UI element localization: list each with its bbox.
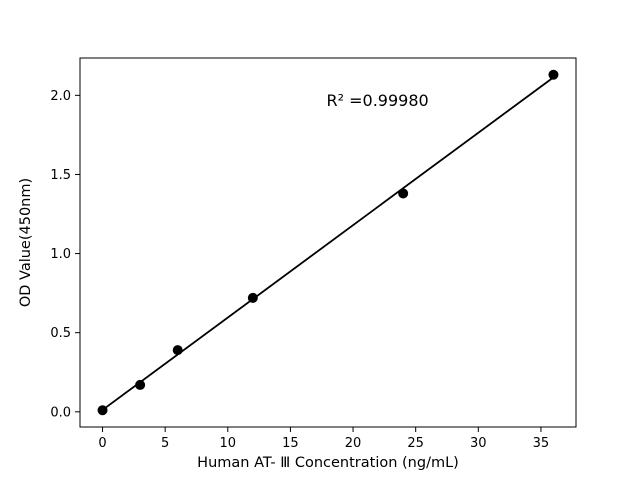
y-tick-label: 1.0 (50, 247, 71, 262)
y-tick-label: 2.0 (50, 89, 71, 104)
x-tick-label: 15 (282, 436, 299, 451)
r-squared-annotation: R² =0.99980 (327, 91, 429, 110)
y-tick-label: 0.5 (50, 326, 71, 341)
y-axis-label: OD Value(450nm) (18, 178, 34, 307)
data-point (398, 188, 409, 199)
x-tick-label: 5 (161, 436, 169, 451)
x-tick-label: 20 (345, 436, 362, 451)
x-tick-label: 35 (533, 436, 550, 451)
x-tick-label: 25 (407, 436, 424, 451)
x-tick-label: 30 (470, 436, 487, 451)
y-tick-label: 0.0 (50, 405, 71, 420)
data-point (135, 379, 146, 390)
x-tick-label: 0 (98, 436, 106, 451)
data-point (172, 345, 183, 356)
x-tick-label: 10 (220, 436, 237, 451)
x-axis-label: Human AT- Ⅲ Concentration (ng/mL) (197, 455, 459, 471)
data-point (548, 69, 559, 80)
data-point (247, 292, 258, 303)
data-point (97, 405, 108, 416)
y-tick-label: 1.5 (50, 168, 71, 183)
